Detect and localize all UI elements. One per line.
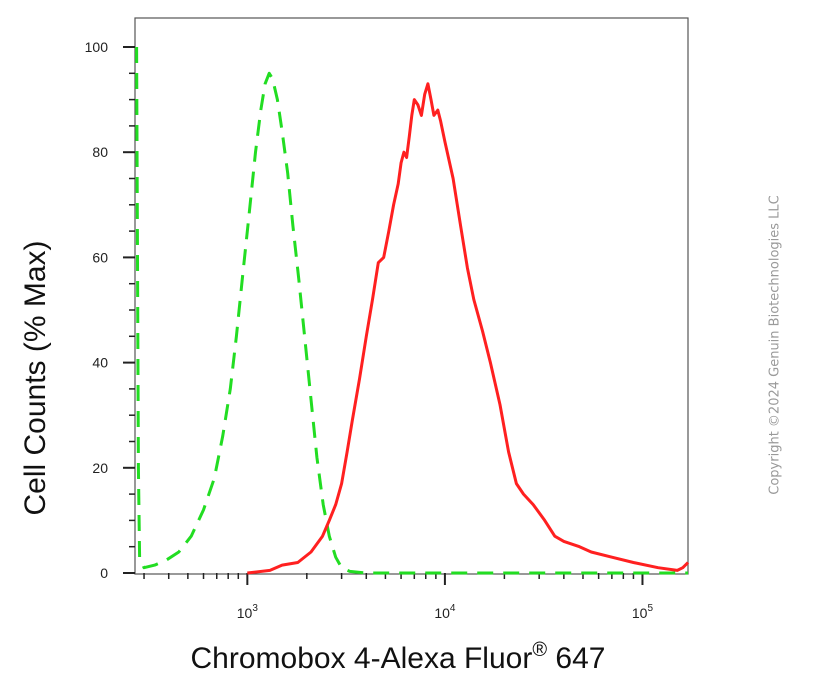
y-tick-label: 0 [100,565,108,581]
y-tick-label: 20 [92,460,108,476]
x-tick-base: 10 [632,605,648,621]
x-axis-title: Chromobox 4-Alexa Fluor® 647 [191,639,606,675]
x-axis-title-tail: 647 [547,642,605,675]
x-axis: 103 104 105 [143,573,654,621]
x-tick-label: 104 [434,603,456,621]
plot-frame [134,17,689,575]
x-tick-base: 10 [237,605,253,621]
y-tick-label: 80 [92,144,108,160]
x-tick-exponent: 4 [450,603,456,614]
y-axis: 0 20 40 60 80 100 [85,39,135,581]
x-axis-title-main: Chromobox 4-Alexa Fluor [191,642,533,675]
x-tick-label: 105 [632,603,654,621]
series-layer [135,46,690,575]
series-line-dashed [135,46,688,575]
copyright-text: Copyright ©2024 Genuin Biotechnologies L… [767,195,783,495]
series-line-solid [247,82,690,575]
y-tick-label: 100 [85,39,109,55]
y-tick-label: 60 [92,249,108,265]
y-axis-title: Cell Counts (% Max) [19,240,52,515]
x-tick-base: 10 [434,605,450,621]
x-tick-exponent: 3 [252,603,258,614]
y-tick-label: 40 [92,355,108,371]
x-tick-label: 103 [237,603,259,621]
x-tick-exponent: 5 [647,603,653,614]
x-axis-title-sup: ® [532,639,547,661]
